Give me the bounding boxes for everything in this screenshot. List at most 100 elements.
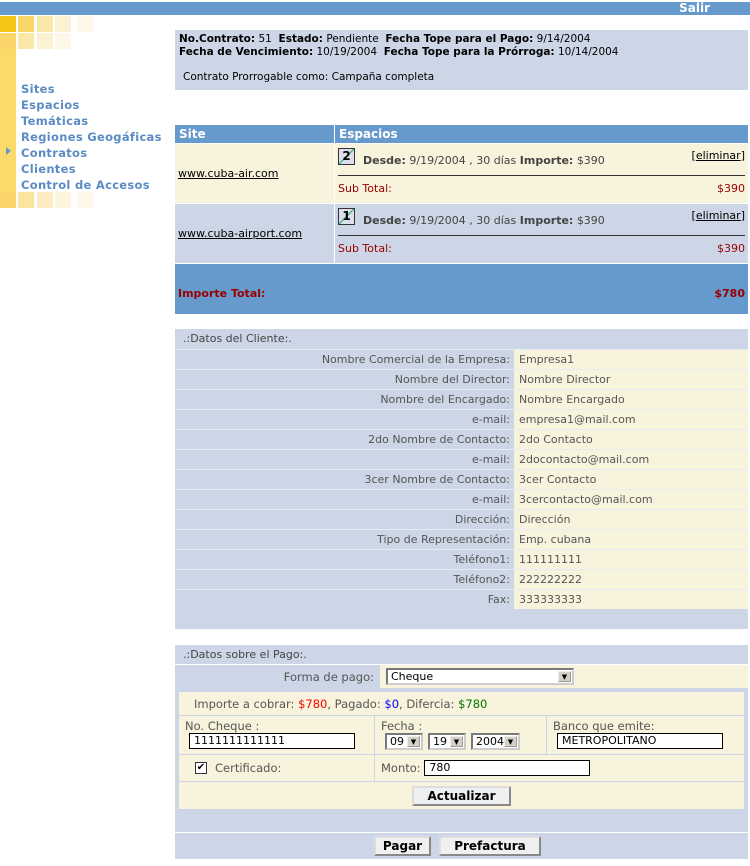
subtotal-value: $390 — [717, 242, 745, 255]
subtotal-label: Sub Total: — [338, 182, 392, 195]
client-field-label: Nombre Comercial de la Empresa: — [321, 353, 510, 366]
cobrar-value: $780 — [298, 697, 328, 711]
year-value: 2004 — [476, 735, 504, 748]
amounts-summary: Importe a cobrar: $780, Pagado: $0, Dife… — [179, 692, 744, 716]
banco-label: Banco que emite: — [553, 719, 655, 733]
dropdown-arrow-icon: ▼ — [450, 736, 463, 747]
space-badge-icon: 1 — [338, 208, 355, 225]
client-row: Nombre Comercial de la Empresa: Empresa1 — [175, 349, 748, 369]
nav-bar-stripe — [0, 81, 16, 193]
active-arrow-icon — [6, 147, 11, 155]
site-link[interactable]: www.cuba-airport.com — [178, 227, 303, 240]
tope-pago-label: Fecha Tope para el Pago: — [385, 33, 534, 45]
client-field-value: Nombre Encargado — [514, 390, 748, 409]
pagado-label: , Pagado: — [327, 697, 381, 711]
site-row: www.cuba-airport.com 1 Desde: 9/19/2004 ,… — [175, 203, 748, 263]
nav-regiones[interactable]: Regiones Geogáficas — [21, 130, 162, 144]
nav-sites[interactable]: Sites — [21, 82, 55, 96]
client-row: e-mail: 3cercontacto@mail.com — [175, 489, 748, 509]
logout-link[interactable]: Salir — [679, 1, 710, 15]
total-row: Importe Total: $780 — [175, 264, 748, 314]
remove-link[interactable]: eliminar — [695, 209, 741, 222]
client-row: e-mail: empresa1@mail.com — [175, 409, 748, 429]
forma-pago-select[interactable]: Cheque ▼ — [386, 668, 574, 685]
forma-pago-value: Cheque — [391, 670, 434, 683]
dropdown-arrow-icon: ▼ — [407, 736, 420, 747]
client-row: Dirección: Dirección — [175, 509, 748, 529]
cheque-label: No. Cheque : — [185, 719, 260, 733]
pagado-value: $0 — [384, 697, 400, 711]
cheque-input[interactable]: 1111111111111 — [189, 733, 355, 749]
contract-info: No.Contrato: 51 Estado: Pendiente Fecha … — [175, 30, 748, 90]
client-field-value: Empresa1 — [514, 350, 748, 369]
client-field-value: Dirección — [514, 510, 748, 529]
tope-pago-value: 9/14/2004 — [536, 33, 591, 45]
prorrogable-text: Contrato Prorrogable como: Campaña compl… — [183, 71, 435, 83]
banco-input[interactable]: METROPOLITANO — [557, 733, 723, 749]
venc-value: 10/19/2004 — [316, 46, 378, 58]
client-section-title: .:Datos del Cliente:. — [183, 332, 292, 345]
subtotal-label: Sub Total: — [338, 242, 392, 255]
client-row: Nombre del Director: Nombre Director — [175, 369, 748, 389]
total-label: Importe Total: — [178, 286, 266, 300]
forma-pago-label: Forma de pago: — [283, 669, 374, 684]
client-field-value: 111111111 — [514, 550, 748, 569]
client-field-value: Nombre Director — [514, 370, 748, 389]
subtotal-value: $390 — [717, 182, 745, 195]
nav-tematicas[interactable]: Temáticas — [21, 114, 89, 128]
header-espacios: Espacios — [334, 125, 402, 143]
month-value: 09 — [390, 735, 404, 748]
importe-value: $390 — [576, 154, 605, 167]
total-value: $780 — [714, 286, 745, 300]
client-row: Nombre del Encargado: Nombre Encargado — [175, 389, 748, 409]
contract-no-label: No.Contrato: — [179, 33, 256, 45]
prefactura-button[interactable]: Prefactura — [439, 836, 541, 856]
fecha-label: Fecha : — [381, 719, 423, 733]
day-select[interactable]: 19 ▼ — [428, 733, 466, 750]
client-row: 3cer Nombre de Contacto: 3cer Contacto — [175, 469, 748, 489]
desde-label: Desde: — [363, 154, 406, 167]
client-field-label: e-mail: — [471, 453, 510, 466]
client-field-label: Teléfono2: — [453, 573, 510, 586]
remove-link[interactable]: eliminar — [695, 149, 741, 162]
contract-no: 51 — [258, 33, 272, 45]
estado-label: Estado: — [278, 33, 323, 45]
sidebar-nav: Sites Espacios Temáticas Regiones Geogáf… — [21, 81, 162, 193]
update-button[interactable]: Actualizar — [412, 785, 511, 806]
client-row: Teléfono2: 222222222 — [175, 569, 748, 589]
client-field-label: Teléfono1: — [453, 553, 510, 566]
month-select[interactable]: 09 ▼ — [385, 733, 423, 750]
certificado-checkbox[interactable]: ✔ — [195, 762, 207, 774]
client-field-label: Nombre del Encargado: — [380, 393, 510, 406]
estado-value: Pendiente — [326, 33, 379, 45]
client-field-label: e-mail: — [471, 493, 510, 506]
client-field-label: Tipo de Representación: — [377, 533, 510, 546]
client-field-label: Dirección: — [454, 513, 510, 526]
monto-input[interactable]: 780 — [424, 760, 591, 776]
importe-label: Importe: — [519, 154, 574, 167]
nav-contratos[interactable]: Contratos — [21, 146, 88, 160]
client-field-value: 2docontacto@mail.com — [514, 450, 748, 469]
desde-value: 9/19/2004 , 30 días — [409, 154, 517, 167]
payment-panel: .:Datos sobre el Pago:. Forma de pago: Ch… — [175, 645, 748, 859]
client-field-label: 2do Nombre de Contacto: — [368, 433, 510, 446]
site-link[interactable]: www.cuba-air.com — [178, 167, 279, 180]
diferencia-value: $780 — [458, 697, 488, 711]
top-bar: Salir — [0, 1, 750, 15]
importe-label: Importe: — [519, 214, 574, 227]
tope-prorroga-value: 10/14/2004 — [557, 46, 619, 58]
dropdown-arrow-icon: ▼ — [504, 736, 517, 747]
pay-button[interactable]: Pagar — [374, 836, 431, 856]
client-row: e-mail: 2docontacto@mail.com — [175, 449, 748, 469]
client-row: Tipo de Representación: Emp. cubana — [175, 529, 748, 549]
nav-espacios[interactable]: Espacios — [21, 98, 80, 112]
nav-control-accesos[interactable]: Control de Accesos — [21, 178, 150, 192]
payment-section-title: .:Datos sobre el Pago:. — [183, 648, 307, 661]
importe-value: $390 — [576, 214, 605, 227]
nav-clientes[interactable]: Clientes — [21, 162, 76, 176]
monto-label: Monto: — [381, 761, 421, 775]
client-field-value: 2do Contacto — [514, 430, 748, 449]
year-select[interactable]: 2004 ▼ — [471, 733, 520, 750]
client-field-label: 3cer Nombre de Contacto: — [364, 473, 510, 486]
client-field-label: Nombre del Director: — [394, 373, 510, 386]
